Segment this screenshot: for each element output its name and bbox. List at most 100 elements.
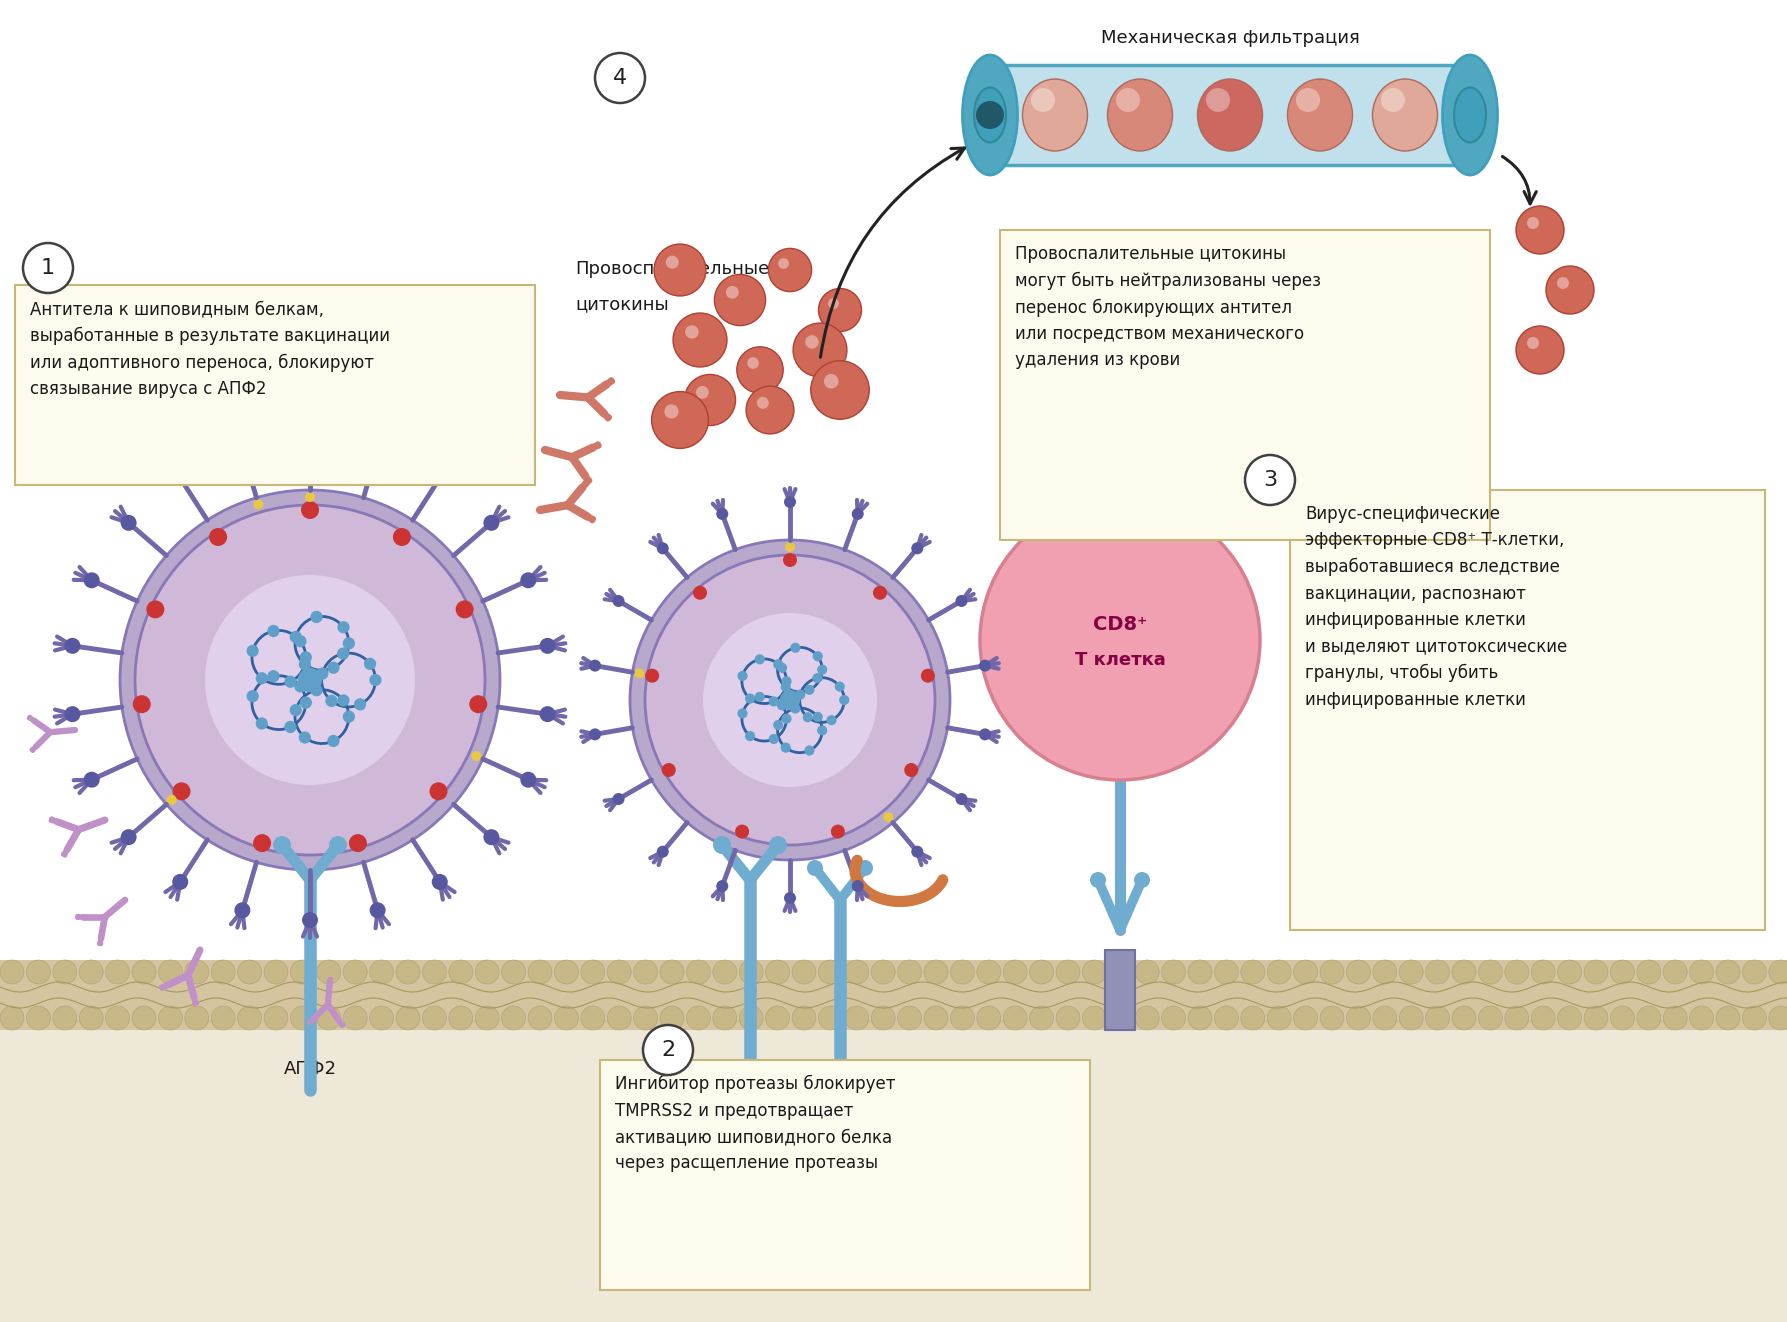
Circle shape [811,361,868,419]
Text: Антитела к шиповидным белкам,
выработанные в результате вакцинации
или адоптивно: Антитела к шиповидным белкам, выработанн… [30,300,390,398]
Circle shape [298,658,311,670]
Circle shape [1424,751,1446,772]
Circle shape [1505,751,1530,775]
Circle shape [268,670,279,682]
Circle shape [790,642,801,653]
Circle shape [1003,960,1028,984]
Circle shape [1415,697,1442,722]
Circle shape [0,960,23,984]
Circle shape [1083,960,1106,984]
Circle shape [1188,1006,1212,1030]
Ellipse shape [1455,87,1487,143]
Circle shape [1321,960,1344,984]
Circle shape [608,1006,631,1030]
Ellipse shape [1022,79,1088,151]
Ellipse shape [1287,79,1353,151]
Circle shape [343,960,366,984]
Circle shape [1083,1006,1106,1030]
Circle shape [1029,1006,1054,1030]
Circle shape [1544,740,1565,763]
Circle shape [1453,1006,1476,1030]
Circle shape [540,637,556,654]
Circle shape [159,1006,182,1030]
Circle shape [370,674,382,686]
Circle shape [254,834,272,853]
Circle shape [818,1006,842,1030]
Circle shape [956,793,967,805]
Circle shape [758,397,768,408]
Circle shape [540,706,556,722]
Circle shape [429,783,447,800]
Circle shape [1346,1006,1371,1030]
Circle shape [132,695,150,713]
Circle shape [1267,1006,1292,1030]
Circle shape [634,1006,658,1030]
Circle shape [779,690,801,710]
Circle shape [1465,631,1483,649]
Circle shape [1331,629,1356,654]
Bar [14,286,534,485]
Bar [990,65,1471,165]
Circle shape [808,861,824,876]
Circle shape [1294,960,1317,984]
Circle shape [1478,960,1503,984]
Circle shape [120,490,500,870]
Circle shape [659,1006,684,1030]
Circle shape [264,960,288,984]
Circle shape [781,676,792,686]
Circle shape [784,892,795,904]
Circle shape [1505,960,1530,984]
Circle shape [979,660,992,672]
Circle shape [667,255,679,268]
Circle shape [1453,960,1476,984]
Circle shape [693,586,708,600]
Circle shape [777,701,786,710]
Circle shape [1090,873,1106,888]
Circle shape [581,960,604,984]
Circle shape [206,575,415,785]
Circle shape [166,795,177,805]
Circle shape [449,1006,474,1030]
Circle shape [338,694,350,706]
Circle shape [726,286,738,299]
Circle shape [354,698,366,710]
Circle shape [1296,89,1321,112]
Circle shape [172,471,188,486]
Bar [1001,230,1490,539]
Circle shape [527,1006,552,1030]
Circle shape [613,793,624,805]
Circle shape [1376,642,1403,670]
Circle shape [665,405,679,419]
Circle shape [370,442,386,457]
Bar [600,1060,1090,1290]
Circle shape [327,735,340,747]
Circle shape [783,553,797,567]
Circle shape [554,960,579,984]
Circle shape [256,718,268,730]
Circle shape [658,542,668,554]
Circle shape [1240,960,1265,984]
Circle shape [1162,1006,1185,1030]
Circle shape [747,386,793,434]
Circle shape [1031,89,1054,112]
Circle shape [27,1006,50,1030]
Circle shape [1455,711,1480,736]
Circle shape [273,836,291,854]
Circle shape [634,960,658,984]
Circle shape [343,637,356,649]
Text: TMPRSS2: TMPRSS2 [752,1060,836,1077]
Bar [0,960,1787,1030]
Circle shape [23,243,73,293]
Circle shape [845,960,868,984]
Circle shape [0,1006,23,1030]
Circle shape [1296,670,1317,693]
Circle shape [1188,960,1212,984]
Circle shape [284,676,297,687]
Circle shape [1408,669,1428,689]
Circle shape [1267,960,1292,984]
Circle shape [852,508,863,520]
Circle shape [482,829,499,845]
Circle shape [1531,960,1555,984]
Circle shape [211,960,236,984]
Circle shape [1610,1006,1635,1030]
